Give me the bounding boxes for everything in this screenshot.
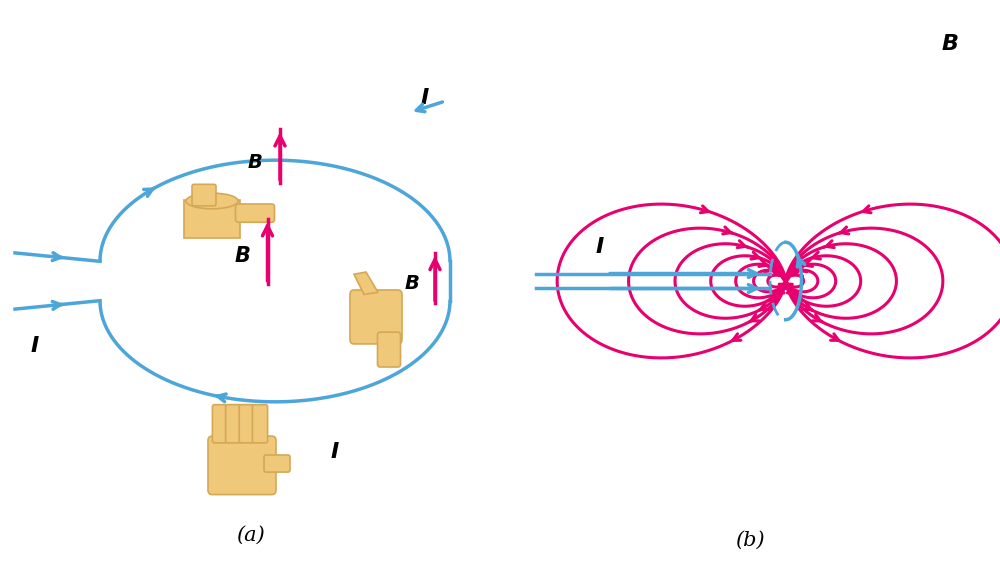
Text: B: B bbox=[235, 246, 250, 266]
FancyBboxPatch shape bbox=[264, 455, 290, 472]
FancyBboxPatch shape bbox=[236, 204, 275, 222]
Text: I: I bbox=[331, 442, 339, 463]
Polygon shape bbox=[354, 272, 378, 294]
Text: B: B bbox=[942, 34, 958, 54]
FancyBboxPatch shape bbox=[212, 405, 228, 443]
Text: I: I bbox=[31, 336, 39, 356]
FancyBboxPatch shape bbox=[226, 405, 241, 443]
Text: B: B bbox=[405, 274, 420, 293]
Text: I: I bbox=[596, 237, 604, 257]
FancyBboxPatch shape bbox=[350, 290, 402, 344]
Text: (b): (b) bbox=[735, 531, 765, 550]
FancyBboxPatch shape bbox=[252, 405, 268, 443]
Text: B: B bbox=[248, 153, 262, 173]
FancyBboxPatch shape bbox=[378, 332, 401, 367]
FancyBboxPatch shape bbox=[239, 405, 254, 443]
Ellipse shape bbox=[186, 193, 238, 209]
Polygon shape bbox=[184, 200, 240, 238]
FancyBboxPatch shape bbox=[208, 436, 276, 495]
Text: I: I bbox=[421, 88, 429, 108]
FancyBboxPatch shape bbox=[192, 184, 216, 206]
Text: (a): (a) bbox=[236, 526, 264, 545]
